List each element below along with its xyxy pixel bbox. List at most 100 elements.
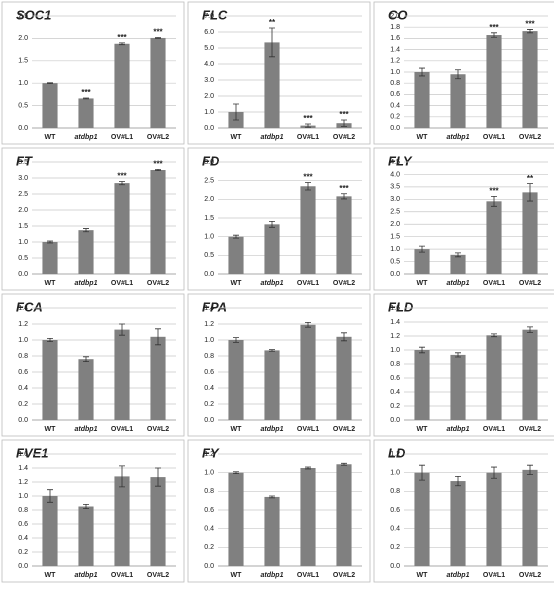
y-tick-label: 3.0 bbox=[204, 159, 214, 166]
y-tick-label: 0.8 bbox=[18, 507, 28, 514]
error-bar bbox=[83, 97, 89, 100]
significance-label: *** bbox=[153, 28, 163, 37]
bar bbox=[522, 469, 538, 566]
bar bbox=[114, 183, 130, 274]
chart-title: FT bbox=[16, 153, 33, 168]
x-tick-label: OV#L2 bbox=[147, 426, 169, 433]
x-tick-label: WT bbox=[417, 280, 429, 287]
y-tick-label: 0.4 bbox=[390, 102, 400, 109]
error-bar bbox=[119, 323, 125, 336]
y-tick-label: 0.4 bbox=[390, 389, 400, 396]
chart-title: FLC bbox=[202, 7, 228, 22]
y-tick-label: 4.5 bbox=[390, 159, 400, 166]
y-tick-label: 0.2 bbox=[390, 114, 400, 121]
y-tick-label: 0.0 bbox=[390, 125, 400, 132]
x-tick-label: atdbp1 bbox=[261, 280, 284, 287]
x-tick-label: atdbp1 bbox=[261, 134, 284, 141]
y-tick-label: 0.0 bbox=[390, 563, 400, 570]
bar bbox=[300, 468, 316, 566]
bar bbox=[114, 476, 130, 566]
x-tick-label: OV#L1 bbox=[483, 572, 505, 579]
chart-panel: FY 0.0 0.2 0.4 0.6 0.8 1.0 1.2 WT atdbp1 OV#L1 OV#L… bbox=[187, 439, 371, 583]
error-bar bbox=[341, 332, 347, 342]
y-tick-label: 1.0 bbox=[390, 69, 400, 76]
y-tick-label: 0.8 bbox=[204, 488, 214, 495]
x-tick-label: WT bbox=[231, 280, 243, 287]
error-bar bbox=[83, 228, 89, 233]
y-tick-label: 0.0 bbox=[204, 271, 214, 278]
x-tick-label: OV#L1 bbox=[297, 134, 319, 141]
y-tick-label: 7.0 bbox=[204, 13, 214, 20]
bar bbox=[300, 186, 316, 274]
x-tick-label: OV#L2 bbox=[333, 426, 355, 433]
significance-label: *** bbox=[489, 23, 499, 32]
y-tick-label: 0.6 bbox=[390, 375, 400, 382]
y-tick-label: 1.6 bbox=[18, 451, 28, 458]
y-tick-label: 4.0 bbox=[204, 61, 214, 68]
y-tick-label: 1.0 bbox=[18, 80, 28, 87]
error-bar bbox=[341, 119, 347, 127]
chart-title: FPA bbox=[202, 299, 227, 314]
y-tick-label: 1.0 bbox=[18, 337, 28, 344]
x-tick-label: OV#L1 bbox=[483, 426, 505, 433]
y-tick-label: 0.4 bbox=[390, 526, 400, 533]
bar bbox=[522, 31, 538, 128]
y-tick-label: 2.5 bbox=[18, 13, 28, 20]
error-bar bbox=[47, 489, 53, 503]
x-tick-label: atdbp1 bbox=[75, 280, 98, 287]
y-tick-label: 1.4 bbox=[18, 305, 28, 312]
y-tick-label: 1.0 bbox=[390, 246, 400, 253]
chart-panel: FLY 0.0 0.5 1.0 1.5 2.0 2.5 3.0 3.5 4.0 4.5 WT atdbp… bbox=[373, 147, 554, 291]
y-tick-label: 1.4 bbox=[204, 305, 214, 312]
y-tick-label: 3.5 bbox=[390, 184, 400, 191]
y-tick-label: 1.4 bbox=[390, 319, 400, 326]
error-bar bbox=[305, 123, 311, 128]
y-tick-label: 0.0 bbox=[204, 125, 214, 132]
y-tick-label: 0.2 bbox=[18, 401, 28, 408]
y-tick-label: 1.4 bbox=[18, 465, 28, 472]
y-tick-label: 2.0 bbox=[204, 196, 214, 203]
chart-panel: FLC 0.0 1.0 2.0 3.0 4.0 5.0 6.0 7.0 WT atdbp1 ** OV#… bbox=[187, 1, 371, 145]
y-tick-label: 0.0 bbox=[18, 125, 28, 132]
x-tick-label: OV#L2 bbox=[333, 134, 355, 141]
error-bar bbox=[269, 27, 275, 58]
y-tick-label: 3.5 bbox=[18, 159, 28, 166]
x-tick-label: OV#L2 bbox=[333, 572, 355, 579]
error-bar bbox=[233, 337, 239, 343]
significance-label: *** bbox=[117, 172, 127, 181]
bar bbox=[150, 37, 166, 129]
chart-panel: FCA 0.0 0.2 0.4 0.6 0.8 1.0 1.2 1.4 WT atdbp1 OV#L1… bbox=[1, 293, 185, 437]
bar bbox=[78, 98, 94, 128]
y-tick-label: 0.0 bbox=[390, 417, 400, 424]
bar bbox=[336, 336, 352, 420]
y-tick-label: 0.4 bbox=[204, 385, 214, 392]
bar bbox=[42, 242, 58, 274]
significance-label: *** bbox=[153, 159, 163, 168]
bar bbox=[522, 329, 538, 420]
x-tick-label: WT bbox=[45, 426, 57, 433]
error-bar bbox=[119, 42, 125, 46]
chart-panel: FT 0.0 0.5 1.0 1.5 2.0 2.5 3.0 3.5 WT atdbp1 OV#L1 *… bbox=[1, 147, 185, 291]
significance-label: *** bbox=[339, 184, 349, 193]
bar bbox=[336, 196, 352, 274]
error-bar bbox=[455, 352, 461, 358]
x-tick-label: OV#L2 bbox=[147, 572, 169, 579]
bar bbox=[264, 496, 280, 566]
chart-title: SOC1 bbox=[16, 7, 51, 22]
error-bar bbox=[155, 168, 161, 172]
y-tick-label: 3.0 bbox=[204, 77, 214, 84]
y-tick-label: 0.6 bbox=[204, 369, 214, 376]
bar bbox=[264, 350, 280, 420]
chart-title: FLD bbox=[388, 299, 414, 314]
y-tick-label: 1.6 bbox=[390, 35, 400, 42]
y-tick-label: 2.5 bbox=[18, 191, 28, 198]
y-tick-label: 2.5 bbox=[204, 178, 214, 185]
y-tick-label: 0.0 bbox=[204, 563, 214, 570]
error-bar bbox=[455, 252, 461, 258]
x-tick-label: WT bbox=[231, 426, 243, 433]
error-bar bbox=[491, 195, 497, 207]
error-bar bbox=[269, 349, 275, 352]
error-bar bbox=[419, 245, 425, 253]
bar bbox=[450, 254, 466, 274]
x-tick-label: atdbp1 bbox=[447, 426, 470, 433]
